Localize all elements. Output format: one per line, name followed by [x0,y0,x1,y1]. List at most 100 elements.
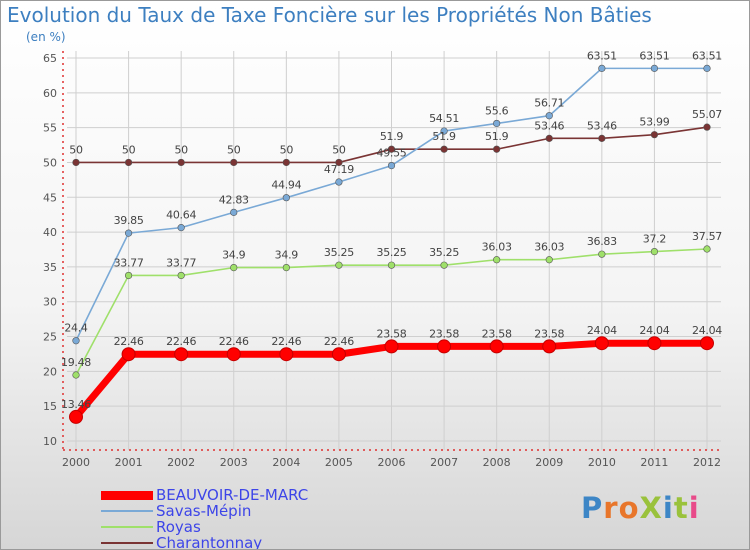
data-label: 51.9 [432,130,456,143]
y-tick-label: 50 [43,156,57,169]
data-label: 50 [122,143,136,156]
data-point [703,123,711,131]
data-point [177,158,185,167]
x-tick-label: 2006 [378,456,406,469]
data-label: 53.99 [639,116,669,129]
data-point [387,145,396,153]
data-label: 33.77 [114,256,144,269]
data-point [69,409,83,424]
data-point [282,158,290,167]
data-point [703,64,711,72]
data-label: 33.77 [166,256,196,269]
legend-label: Royas [156,518,201,536]
data-point [230,208,238,216]
data-label: 22.46 [166,335,196,348]
x-tick-label: 2007 [430,456,458,469]
data-label: 13.46 [61,398,91,411]
x-tick-label: 2001 [115,456,143,469]
data-label: 24.4 [64,322,88,335]
data-label: 24.04 [587,324,617,337]
data-point [124,229,133,237]
data-label: 23.58 [377,327,407,340]
legend-swatch [101,490,153,500]
data-label: 50 [227,143,241,156]
data-point [650,247,659,256]
x-tick-label: 2003 [220,456,248,469]
data-point [124,158,133,167]
data-point [545,256,553,264]
x-tick-label: 2009 [535,456,563,469]
legend-swatch [101,510,153,512]
data-point [230,264,238,272]
logo-letter: t [673,491,689,525]
data-point [598,250,606,258]
data-label: 50 [332,143,346,156]
data-label: 56.71 [534,97,564,110]
data-label: 63.51 [639,49,669,62]
data-label: 19.48 [61,356,91,369]
y-tick-label: 60 [43,87,57,100]
legend-swatch [101,542,153,544]
data-label: 37.2 [643,233,666,246]
data-label: 55.07 [692,108,722,121]
x-tick-label: 2012 [693,456,721,469]
data-label: 49.55 [377,147,407,160]
legend-label: BEAUVOIR-DE-MARC [156,486,309,504]
data-label: 47.19 [324,163,354,176]
data-point [493,119,501,128]
proxiti-logo: ProXiti [581,491,700,525]
data-label: 54.51 [429,112,459,125]
data-label: 37.57 [692,230,722,243]
data-label: 35.25 [377,246,407,259]
x-tick-label: 2004 [272,456,300,469]
data-label: 22.46 [114,335,144,348]
x-tick-label: 2002 [167,456,195,469]
y-tick-label: 45 [43,191,57,204]
data-point [282,194,290,202]
data-point [440,127,448,135]
data-point [387,161,396,170]
legend-swatch [101,526,153,528]
data-label: 50 [280,143,294,156]
data-label: 40.64 [166,209,196,222]
data-point [226,347,241,362]
logo-letter: i [662,491,674,525]
data-point [72,371,80,379]
data-point [493,145,501,153]
y-tick-label: 20 [43,365,57,378]
data-point [335,261,343,269]
data-label: 50 [69,143,83,156]
data-point [387,261,396,269]
logo-letter: P [581,491,604,525]
y-tick-label: 55 [43,122,57,135]
y-tick-label: 65 [43,52,57,65]
data-label: 22.46 [324,335,354,348]
data-point [177,271,185,280]
data-point [650,64,659,72]
chart-title: Evolution du Taux de Taxe Foncière sur l… [7,3,652,27]
data-point [650,131,659,139]
data-point [72,337,80,345]
data-point [542,339,557,354]
data-label: 24.04 [692,324,722,337]
data-label: 39.85 [114,214,144,227]
data-point [598,64,606,72]
data-label: 53.46 [534,119,564,132]
y-axis-unit: (en %) [26,30,66,44]
x-tick-label: 2011 [640,456,668,469]
data-label: 63.51 [692,49,722,62]
data-point [545,112,553,120]
data-label: 35.25 [429,246,459,259]
data-point [121,347,136,362]
data-point [282,264,290,272]
data-label: 51.9 [380,130,404,143]
data-point [72,158,80,167]
data-label: 23.58 [429,327,459,340]
data-label: 53.46 [587,119,617,132]
data-point [594,336,609,351]
data-label: 34.9 [275,249,299,262]
data-label: 23.58 [482,327,512,340]
y-tick-label: 35 [43,261,57,274]
data-label: 63.51 [587,49,617,62]
